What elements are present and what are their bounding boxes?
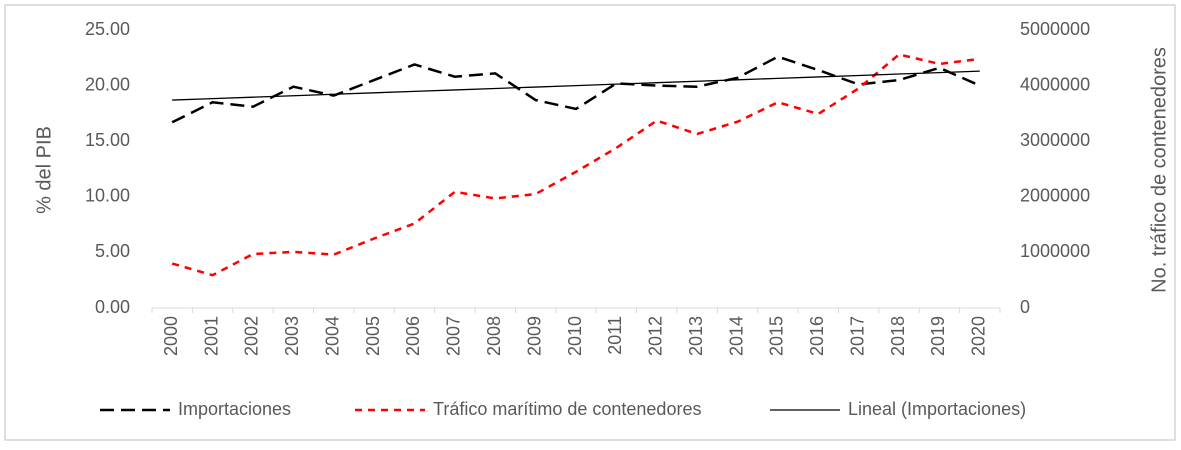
series-line: [172, 70, 980, 101]
x-tick-label: 2007: [444, 316, 464, 356]
x-tick-label: 2004: [322, 316, 342, 356]
y-tick-label: 0.00: [95, 297, 130, 317]
x-tick-label: 2003: [282, 316, 302, 356]
x-tick-label: 2002: [242, 316, 262, 356]
x-tick-label: 2011: [605, 316, 625, 355]
y2-tick-label: 5000000: [1020, 19, 1090, 39]
x-tick-label: 2008: [484, 316, 504, 356]
y2-tick-label: 1000000: [1020, 241, 1090, 261]
x-tick-label: 2000: [161, 316, 181, 356]
legend-label: Importaciones: [178, 399, 291, 419]
x-tick-label: 2006: [403, 316, 423, 356]
legend-label: Tráfico marítimo de contenedores: [433, 399, 701, 419]
x-tick-label: 2005: [363, 316, 383, 356]
y-axis-title: % del PIB: [33, 126, 55, 214]
x-tick-label: 2012: [646, 316, 666, 356]
x-tick-label: 2015: [767, 316, 787, 356]
y2-tick-label: 0: [1020, 297, 1030, 317]
legend-label: Lineal (Importaciones): [848, 399, 1026, 419]
y-tick-label: 10.00: [85, 186, 130, 206]
y-tick-label: 25.00: [85, 19, 130, 39]
y2-tick-label: 2000000: [1020, 186, 1090, 206]
y2-axis-title: No. tráfico de contenedores: [1148, 47, 1170, 293]
x-tick-label: 2014: [726, 316, 746, 356]
x-tick-label: 2016: [807, 316, 827, 356]
x-tick-label: 2009: [524, 316, 544, 356]
x-tick-label: 2001: [201, 316, 221, 356]
y2-tick-label: 3000000: [1020, 130, 1090, 150]
series-line: [171, 53, 980, 277]
y-tick-label: 20.00: [85, 74, 130, 94]
x-tick-label: 2020: [969, 316, 989, 356]
x-tick-label: 2018: [888, 316, 908, 356]
y-tick-label: 5.00: [95, 241, 130, 261]
x-tick-label: 2010: [565, 316, 585, 356]
x-tick-label: 2019: [928, 316, 948, 356]
x-tick-label: 2013: [686, 316, 706, 356]
y2-tick-label: 4000000: [1020, 74, 1090, 94]
x-tick-label: 2017: [847, 316, 867, 356]
series-line: [171, 55, 981, 124]
y-tick-label: 15.00: [85, 130, 130, 150]
chart-border: [4, 4, 1176, 441]
